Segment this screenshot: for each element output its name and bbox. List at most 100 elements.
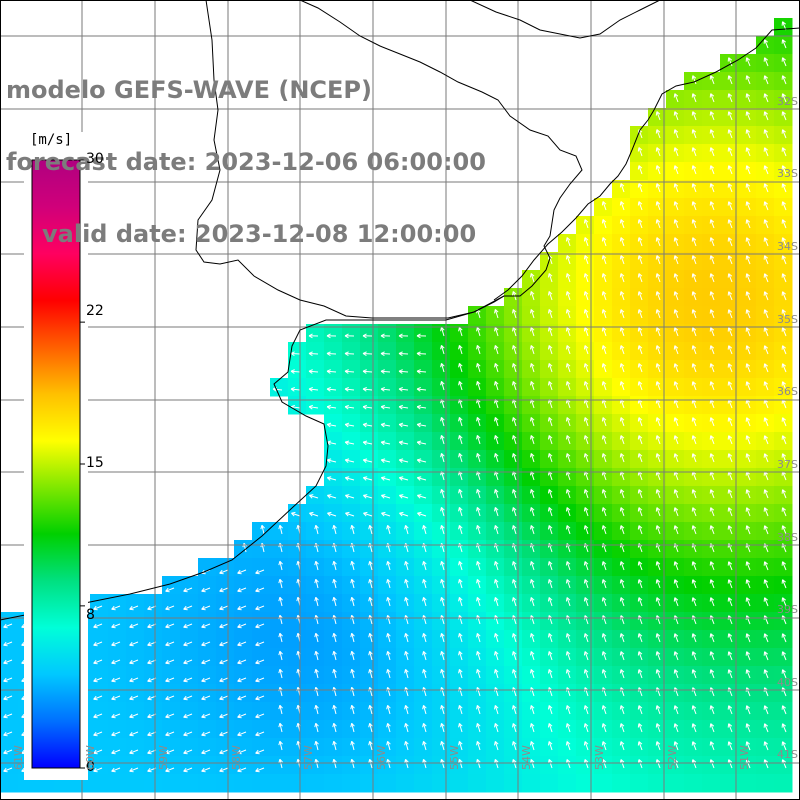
- wind-speed-cell: [486, 720, 505, 739]
- wind-speed-cell: [666, 216, 685, 235]
- wind-speed-cell: [738, 450, 757, 469]
- coastline-segment: [493, 27, 800, 301]
- wind-speed-cell: [468, 648, 487, 667]
- wind-arrow: [404, 560, 409, 571]
- wind-speed-cell: [396, 540, 415, 559]
- wind-arrow: [350, 740, 355, 751]
- wind-speed-cell: [756, 630, 775, 649]
- wind-arrow: [417, 494, 427, 499]
- wind-arrow: [655, 561, 661, 571]
- wind-arrow: [3, 677, 13, 683]
- wind-speed-cell: [108, 630, 127, 649]
- wind-speed-cell: [486, 522, 505, 541]
- wind-speed-cell: [648, 432, 667, 451]
- wind-arrow: [673, 345, 679, 355]
- wind-arrow: [494, 381, 499, 391]
- wind-arrow: [422, 579, 427, 589]
- wind-speed-cell: [756, 414, 775, 433]
- wind-arrow: [458, 633, 463, 643]
- wind-arrow: [476, 741, 481, 751]
- lat-label: 40S: [777, 676, 798, 689]
- wind-speed-cell: [540, 576, 559, 595]
- wind-speed-cell: [306, 486, 325, 505]
- wind-arrow: [529, 327, 535, 337]
- wind-speed-cell: [738, 612, 757, 631]
- wind-speed-cell: [486, 576, 505, 595]
- wind-arrow: [165, 659, 175, 665]
- wind-speed-cell: [162, 594, 181, 613]
- wind-arrow: [781, 705, 787, 715]
- wind-speed-cell: [630, 540, 649, 559]
- wind-speed-cell: [684, 432, 703, 451]
- wind-speed-cell: [540, 468, 559, 487]
- wind-arrow: [201, 623, 211, 629]
- wind-speed-cell: [612, 630, 631, 649]
- wind-speed-cell: [342, 324, 361, 343]
- wind-arrow: [655, 363, 661, 373]
- wind-arrow: [655, 669, 661, 679]
- wind-speed-cell: [558, 756, 577, 775]
- wind-arrow: [583, 669, 589, 679]
- wind-arrow: [601, 507, 607, 517]
- wind-speed-cell: [702, 666, 721, 685]
- wind-speed-cell: [540, 306, 559, 325]
- wind-arrow: [165, 731, 175, 737]
- wind-arrow: [529, 507, 535, 517]
- wind-arrow: [111, 749, 121, 755]
- wind-speed-cell: [486, 360, 505, 379]
- wind-speed-cell: [378, 630, 397, 649]
- wind-speed-cell: [468, 720, 487, 739]
- wind-arrow: [655, 255, 661, 265]
- wind-arrow: [565, 381, 571, 391]
- wind-speed-cell: [612, 594, 631, 613]
- wind-speed-cell: [756, 450, 775, 469]
- wind-arrow: [691, 705, 697, 715]
- wind-speed-cell: [162, 720, 181, 739]
- wind-speed-cell: [558, 576, 577, 595]
- wind-speed-cell: [522, 558, 541, 577]
- wind-speed-cell: [720, 486, 739, 505]
- wind-arrow: [183, 677, 193, 683]
- wind-arrow: [655, 201, 661, 211]
- wind-arrow: [494, 705, 499, 715]
- wind-speed-cell: [630, 396, 649, 415]
- wind-speed-cell: [504, 522, 523, 541]
- wind-speed-cell: [702, 270, 721, 289]
- wind-speed-cell: [396, 702, 415, 721]
- wind-arrow: [619, 219, 625, 229]
- lat-label: 35S: [777, 313, 798, 326]
- wind-speed-cell: [756, 612, 775, 631]
- wind-arrow: [494, 291, 499, 301]
- wind-arrow: [547, 453, 553, 463]
- wind-speed-cell: [270, 648, 289, 667]
- lat-label: 39S: [777, 603, 798, 616]
- wind-arrow: [763, 39, 769, 49]
- wind-speed-cell: [648, 252, 667, 271]
- wind-arrow: [404, 668, 409, 679]
- wind-speed-cell: [324, 720, 343, 739]
- wind-speed-cell: [396, 630, 415, 649]
- wind-arrow: [440, 435, 445, 445]
- wind-speed-cell: [720, 684, 739, 703]
- wind-speed-cell: [630, 648, 649, 667]
- wind-speed-cell: [414, 558, 433, 577]
- wind-speed-cell: [306, 504, 325, 523]
- wind-speed-cell: [684, 648, 703, 667]
- wind-speed-cell: [630, 162, 649, 181]
- wind-arrow: [547, 705, 553, 715]
- wind-speed-cell: [360, 414, 379, 433]
- wind-arrow: [255, 767, 265, 773]
- wind-arrow: [308, 333, 319, 339]
- wind-arrow: [691, 525, 697, 535]
- wind-arrow: [547, 579, 553, 589]
- wind-speed-cell: [666, 630, 685, 649]
- wind-speed-cell: [126, 666, 145, 685]
- wind-arrow: [255, 695, 265, 701]
- wind-speed-cell: [234, 720, 253, 739]
- wind-arrow: [129, 731, 139, 737]
- wind-arrow: [655, 579, 661, 589]
- wind-speed-cell: [720, 468, 739, 487]
- wind-speed-cell: [198, 720, 217, 739]
- wind-arrow: [763, 237, 769, 247]
- wind-speed-cell: [540, 684, 559, 703]
